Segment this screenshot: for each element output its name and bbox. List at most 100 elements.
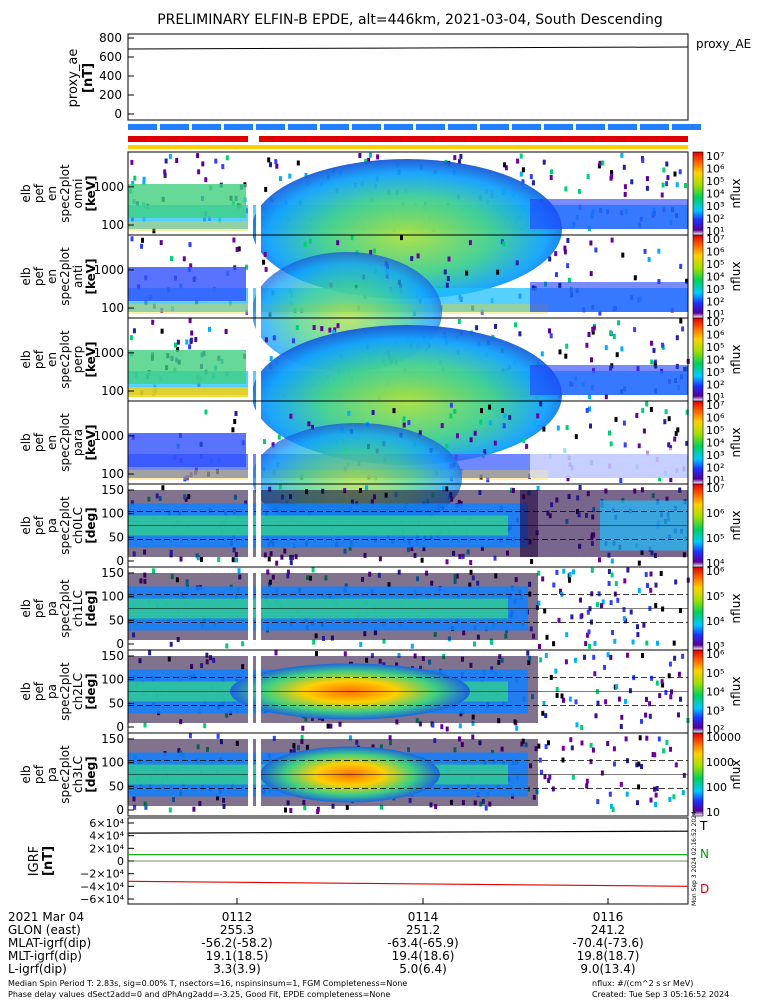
flux-pixel — [594, 713, 598, 719]
flux-pixel — [587, 629, 591, 635]
flux-pixel — [598, 160, 602, 166]
data-gap — [248, 733, 253, 816]
flux-pixel — [589, 271, 593, 277]
flux-pre-gap — [128, 184, 246, 218]
y-axis-label: ch0LC — [71, 507, 85, 544]
flux-pixel — [397, 653, 401, 658]
flux-pixel — [681, 326, 685, 332]
flux-pixel — [655, 680, 659, 686]
flux-pixel — [453, 155, 457, 161]
flux-pixel — [543, 774, 547, 780]
flux-pixel — [368, 152, 372, 158]
data-gap — [256, 401, 261, 484]
y-tick-label: 100 — [101, 301, 124, 315]
blue-segment — [640, 124, 669, 130]
footer-created: Created: Tue Sep 3 05:16:52 2024 — [592, 990, 729, 999]
flux-pixel — [617, 320, 620, 326]
flux-pixel — [549, 333, 553, 339]
flux-pixel — [590, 591, 594, 597]
flux-pixel — [654, 792, 658, 798]
colorbar-unit: nflux — [729, 677, 743, 707]
colorbar-unit: nflux — [729, 428, 743, 458]
igrf-label: IGRF — [27, 846, 42, 876]
igrf-unit: [nT] — [41, 846, 56, 876]
flux-pixel — [194, 337, 198, 342]
flux-pixel — [584, 641, 588, 647]
flux-pixel — [445, 486, 449, 492]
flux-pixel — [274, 159, 278, 165]
flux-pixel — [623, 578, 627, 584]
flux-pixel — [284, 807, 287, 813]
flux-pixel — [589, 759, 593, 765]
data-gap — [256, 484, 261, 567]
flux-pixel — [222, 804, 226, 809]
flux-pre-gap — [128, 350, 246, 384]
flux-pixel — [280, 554, 284, 560]
data-gap — [256, 152, 261, 235]
flux-pixel — [189, 263, 193, 269]
flux-pixel — [190, 330, 194, 336]
y-axis-label: elb — [19, 267, 33, 285]
flux-pixel — [539, 401, 543, 407]
flux-pixel — [552, 641, 556, 647]
flux-pixel — [483, 449, 487, 454]
flux-pixel — [473, 641, 476, 647]
flux-pixel — [142, 176, 146, 182]
colorbar-tick-label: 10⁴ — [706, 354, 725, 367]
flux-pixel — [614, 416, 618, 422]
flux-pixel — [469, 569, 473, 575]
flux-pixel — [519, 153, 523, 159]
flux-pixel — [359, 641, 363, 647]
flux-pixel — [475, 325, 479, 331]
flux-pixel — [552, 582, 556, 588]
colorbar-tick-label: 10³ — [706, 366, 724, 379]
data-gap — [256, 733, 261, 816]
flux-pixel — [130, 159, 134, 165]
y-tick-label: 50 — [109, 530, 124, 544]
data-gap — [248, 235, 253, 318]
flux-pixel — [609, 654, 613, 660]
flux-pixel — [197, 169, 201, 175]
flux-pixel — [159, 240, 163, 246]
flux-pixel — [573, 657, 577, 663]
flux-pixel — [656, 640, 659, 646]
flux-pixel — [590, 357, 593, 363]
y-tick-label: 1000 — [93, 429, 124, 443]
flux-pixel — [132, 328, 136, 334]
flux-pixel — [564, 353, 568, 359]
flux-pixel — [388, 735, 392, 741]
footer-date: 2021 Mar 04 — [8, 910, 84, 924]
y-axis-label: spec2plot — [58, 330, 72, 389]
colorbar-tick-label: 10⁷ — [706, 399, 724, 412]
blue-segment — [544, 124, 573, 130]
flux-pixel — [288, 173, 292, 179]
flux-pixel — [653, 752, 657, 758]
flux-pixel — [672, 794, 676, 800]
flux-pixel — [572, 569, 575, 575]
data-gap — [248, 484, 253, 567]
flux-pixel — [382, 638, 386, 644]
flux-pixel — [650, 675, 654, 681]
flux-pixel — [678, 169, 682, 175]
flux-pixel — [188, 242, 192, 248]
flux-pixel — [645, 735, 649, 741]
colorbar-tick-label: 10⁶ — [706, 329, 725, 342]
colorbar-tick-label: 10⁷ — [706, 316, 724, 329]
flux-pixel — [131, 181, 135, 186]
flux-pixel — [420, 557, 424, 563]
flux-pixel — [668, 661, 672, 667]
flux-pixel — [445, 443, 449, 449]
col2-mlt: 19.4(18.6) — [392, 949, 455, 963]
footer-unit-note: nflux: #/(cm^2 s sr MeV) — [592, 979, 693, 988]
colorbar-tick-label: 10² — [706, 296, 724, 309]
footer-row-glon: GLON (east) — [8, 923, 81, 937]
y-tick-label: 100 — [101, 218, 124, 232]
flux-pixel — [648, 713, 652, 719]
flux-pixel — [672, 640, 676, 646]
flux-pixel — [469, 560, 473, 565]
flux-pixel — [163, 173, 167, 178]
y-axis-label: anti — [71, 265, 85, 288]
